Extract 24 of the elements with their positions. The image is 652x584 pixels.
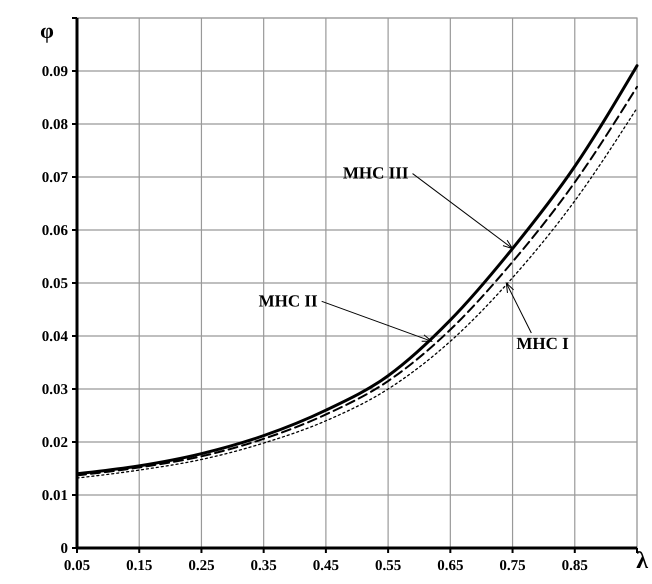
y-axis-title: φ (40, 18, 54, 43)
annotation: MHC I (516, 334, 570, 353)
x-tick-label: 0.45 (312, 558, 340, 574)
x-tick-label: 0.75 (499, 558, 526, 574)
y-tick-label: 0 (60, 541, 68, 557)
x-axis-title: λ (636, 548, 648, 574)
x-tick-label: 0.35 (250, 558, 277, 574)
x-tick-label: 0.55 (374, 558, 402, 574)
y-tick-label: 0.06 (42, 223, 68, 239)
y-tick-label: 0.05 (42, 276, 68, 292)
x-tick-label: 0.25 (188, 558, 215, 574)
y-tick-label: 0.07 (42, 170, 68, 186)
y-tick-label: 0.09 (42, 64, 68, 80)
annotation: MHC II (258, 291, 318, 310)
x-tick-label: 0.05 (64, 558, 90, 574)
y-tick-label: 0.04 (42, 329, 68, 345)
x-tick-label: 0.65 (437, 558, 464, 574)
y-tick-label: 0.08 (42, 117, 68, 133)
y-tick-label: 0.02 (42, 435, 68, 451)
x-tick-label: 0.15 (126, 558, 152, 574)
x-tick-label: 0.85 (562, 558, 588, 574)
y-tick-label: 0.01 (42, 488, 68, 504)
y-tick-label: 0.03 (42, 382, 68, 398)
annotation: MHC III (342, 164, 409, 183)
